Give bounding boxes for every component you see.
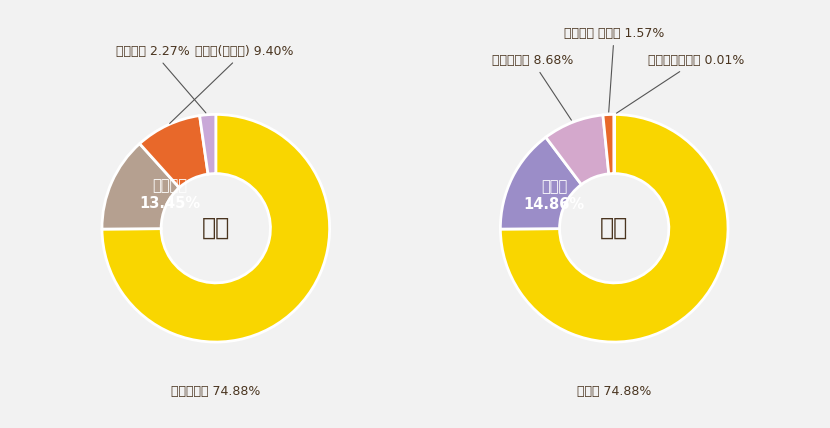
Text: 세출: 세출 — [600, 216, 628, 240]
Wedge shape — [139, 116, 208, 187]
Wedge shape — [102, 114, 330, 342]
Wedge shape — [546, 115, 608, 184]
Text: 이월금(관리비) 9.40%: 이월금(관리비) 9.40% — [169, 45, 294, 123]
Wedge shape — [500, 114, 728, 342]
Wedge shape — [200, 114, 216, 174]
Text: 세입: 세입 — [202, 216, 230, 240]
Text: 관리비
14.86%: 관리비 14.86% — [524, 179, 584, 212]
Wedge shape — [603, 114, 614, 174]
Text: 차기이월금 8.68%: 차기이월금 8.68% — [491, 54, 573, 120]
Text: 기타수입 2.27%: 기타수입 2.27% — [116, 45, 206, 113]
Text: 보조금수입 74.88%: 보조금수입 74.88% — [171, 385, 261, 398]
Text: 재산수입
13.45%: 재산수입 13.45% — [139, 178, 200, 211]
Wedge shape — [102, 144, 179, 229]
Text: 보조수입금반납 0.01%: 보조수입금반납 0.01% — [617, 54, 745, 113]
Text: 사업비 74.88%: 사업비 74.88% — [577, 385, 652, 398]
Wedge shape — [500, 137, 581, 229]
Text: 기본재산 전입금 1.57%: 기본재산 전입금 1.57% — [564, 27, 664, 112]
